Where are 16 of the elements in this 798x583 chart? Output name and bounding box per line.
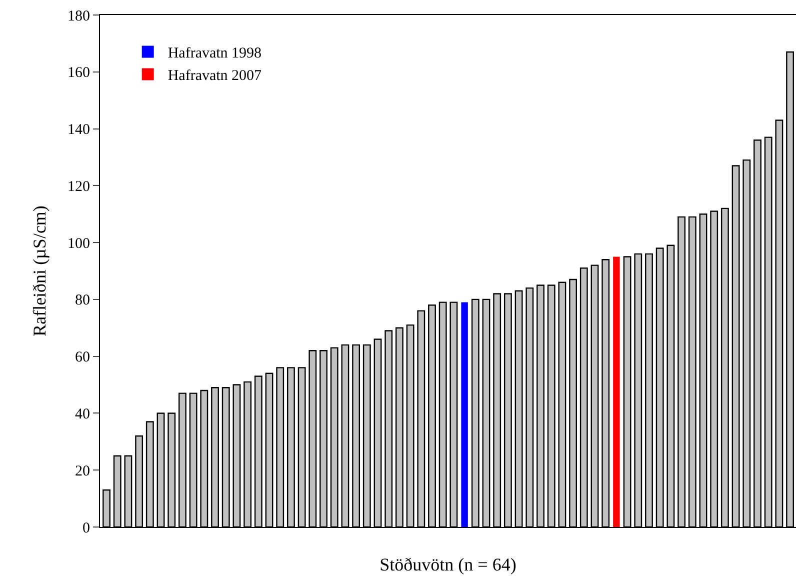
- y-tick-label: 140: [68, 122, 90, 138]
- y-tick-label: 120: [68, 178, 90, 195]
- y-tick-label: 160: [68, 65, 90, 82]
- y-tick-label: 100: [68, 236, 90, 252]
- legend-label: Hafravatn 2007: [168, 68, 262, 84]
- bar: [461, 302, 468, 527]
- y-axis-title: Rafleiðni (µS/cm): [30, 206, 50, 336]
- y-tick-label: 20: [75, 463, 90, 480]
- legend-label: Hafravatn 1998: [168, 46, 262, 62]
- bar: [613, 256, 620, 527]
- y-tick-label: 180: [68, 8, 90, 24]
- y-tick-label: 0: [82, 520, 90, 536]
- x-axis-title: Stöðuvötn (n = 64): [380, 554, 516, 574]
- y-tick-label: 80: [75, 292, 90, 309]
- y-tick-label: 40: [75, 406, 90, 422]
- y-tick-label: 60: [75, 350, 90, 366]
